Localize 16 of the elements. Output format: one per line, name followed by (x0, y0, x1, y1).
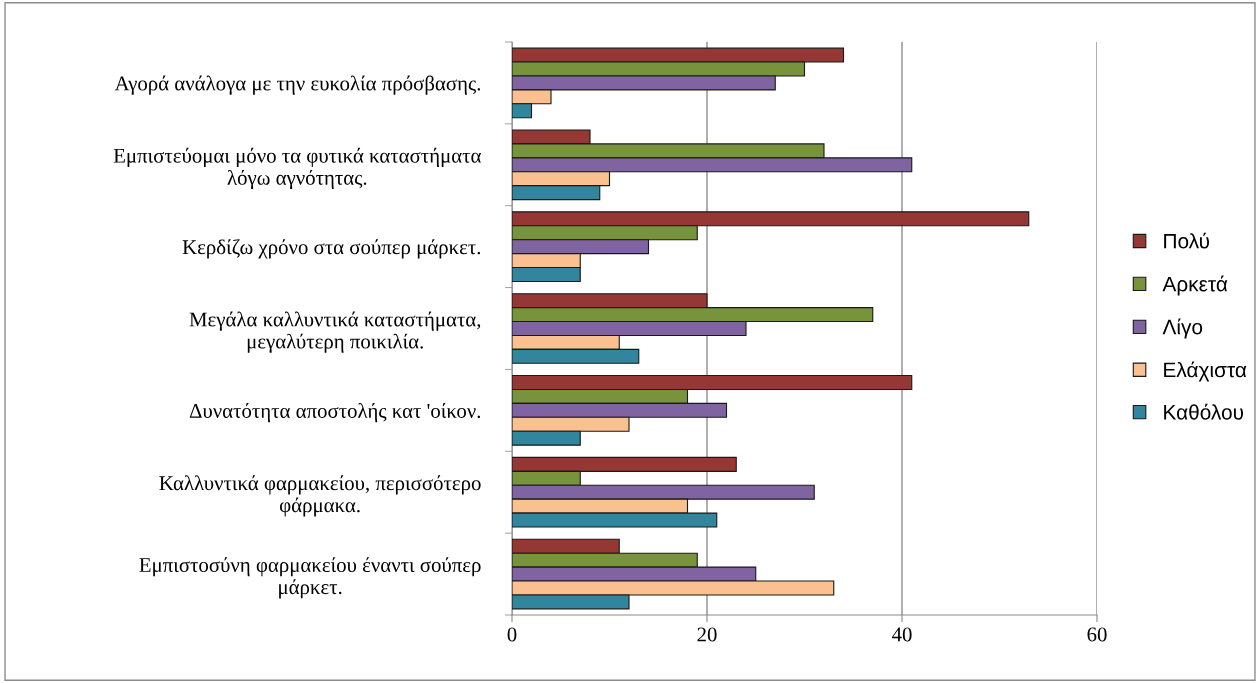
y-tick-label: Μεγάλα καλλυντικά καταστήματα, μεγαλύτερη ποικιλία. (189, 311, 481, 353)
legend-label: Αρκετά (1162, 275, 1228, 296)
y-tick-label: Εμπιστοσύνη φαρμακείου έναντι σούπερ μάρκετ. (139, 557, 481, 599)
x-tick-label: 0 (507, 627, 517, 642)
y-tick-label: Κερδίζω χρόνο στα σούπερ μάρκετ. (182, 239, 481, 259)
x-tick-label: 20 (697, 627, 717, 642)
x-tick-label: 40 (891, 627, 912, 642)
y-tick-label: Καλλυντικά φαρμακείου, περισσότερο φάρμακα. (159, 475, 481, 517)
legend-label: Λίγο (1162, 318, 1203, 339)
y-tick-label: Δυνατότητα αποστολής κατ 'οίκον. (189, 403, 481, 423)
legend-label: Πολύ (1164, 232, 1210, 249)
y-tick-label: Αγορά ανάλογα με την ευκολία πρόσβασης. (114, 75, 481, 95)
legend-label: Καθόλου (1164, 403, 1244, 420)
x-tick-label: 60 (1087, 627, 1107, 642)
legend-label: Ελάχιστα (1164, 361, 1247, 382)
y-tick-label: Εμπιστεύομαι μόνο τα φυτικά καταστήματα λόγω αγνότητας. (113, 147, 481, 190)
